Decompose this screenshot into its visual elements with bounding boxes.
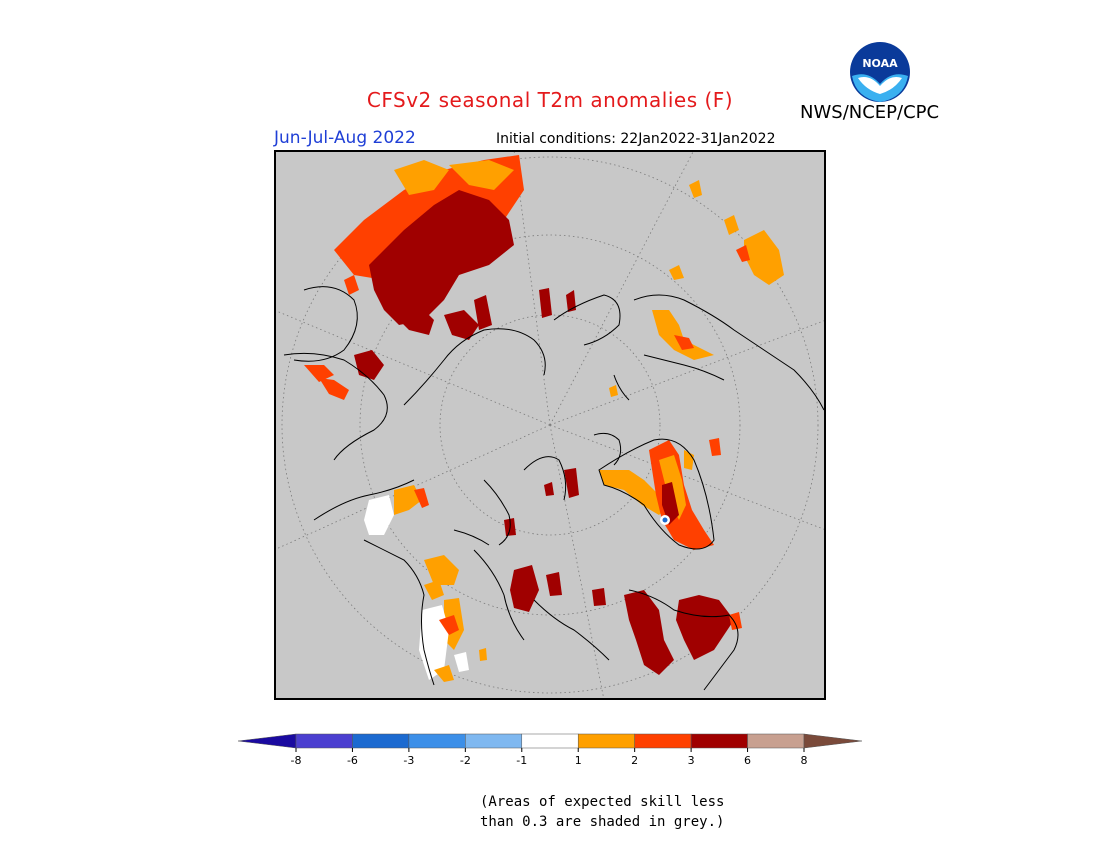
- colorbar-tick-label: -6: [347, 754, 358, 767]
- agency-label: NWS/NCEP/CPC: [800, 102, 940, 123]
- skill-note-line2: than 0.3 are shaded in grey.): [480, 814, 725, 830]
- noaa-logo-text: NOAA: [862, 57, 898, 70]
- skill-note-line1: (Areas of expected skill less: [480, 794, 725, 810]
- noaa-logo: NOAA: [850, 42, 910, 102]
- greenland-anomalies: [599, 438, 721, 550]
- colorbar-swatch: [521, 733, 579, 749]
- colorbar-swatch: [352, 733, 410, 749]
- colorbar-arrow-right: [803, 733, 862, 749]
- colorbar-tick-label: 8: [801, 754, 808, 767]
- colorbar-tick-label: -2: [460, 754, 471, 767]
- colorbar-swatch: [634, 733, 692, 749]
- chart-title: CFSv2 seasonal T2m anomalies (F): [366, 88, 734, 112]
- map-frame: [274, 150, 826, 700]
- colorbar-arrow-left: [238, 733, 297, 749]
- colorbar-swatch: [690, 733, 748, 749]
- colorbar-swatches: [238, 733, 862, 749]
- colorbar-swatch: [408, 733, 466, 749]
- europe-anomalies: [609, 180, 784, 397]
- colorbar-swatch: [465, 733, 523, 749]
- colorbar: -8 -6 -3 -2 -1 1 2 3 6 8: [238, 733, 862, 767]
- colorbar-tick-label: 6: [744, 754, 751, 767]
- colorbar-swatch: [747, 733, 805, 749]
- initial-conditions-label: Initial conditions: 22Jan2022-31Jan2022: [496, 131, 776, 147]
- colorbar-tick-label: 1: [575, 754, 582, 767]
- colorbar-ticks: -8 -6 -3 -2 -1 1 2 3 6 8: [291, 748, 808, 767]
- colorbar-tick-label: 2: [631, 754, 638, 767]
- colorbar-tick-label: -8: [291, 754, 302, 767]
- coastlines: [283, 286, 825, 691]
- colorbar-tick-label: -1: [516, 754, 527, 767]
- colorbar-swatch: [577, 733, 635, 749]
- colorbar-tick-label: -3: [403, 754, 414, 767]
- season-label: Jun-Jul-Aug 2022: [274, 128, 416, 148]
- colorbar-swatch: [295, 733, 353, 749]
- skill-note: (Areas of expected skill less than 0.3 a…: [480, 792, 724, 832]
- north-america-anomalies: [504, 468, 742, 675]
- polar-map: [274, 150, 826, 700]
- asia-anomalies: [304, 155, 576, 400]
- colorbar-tick-label: 3: [688, 754, 695, 767]
